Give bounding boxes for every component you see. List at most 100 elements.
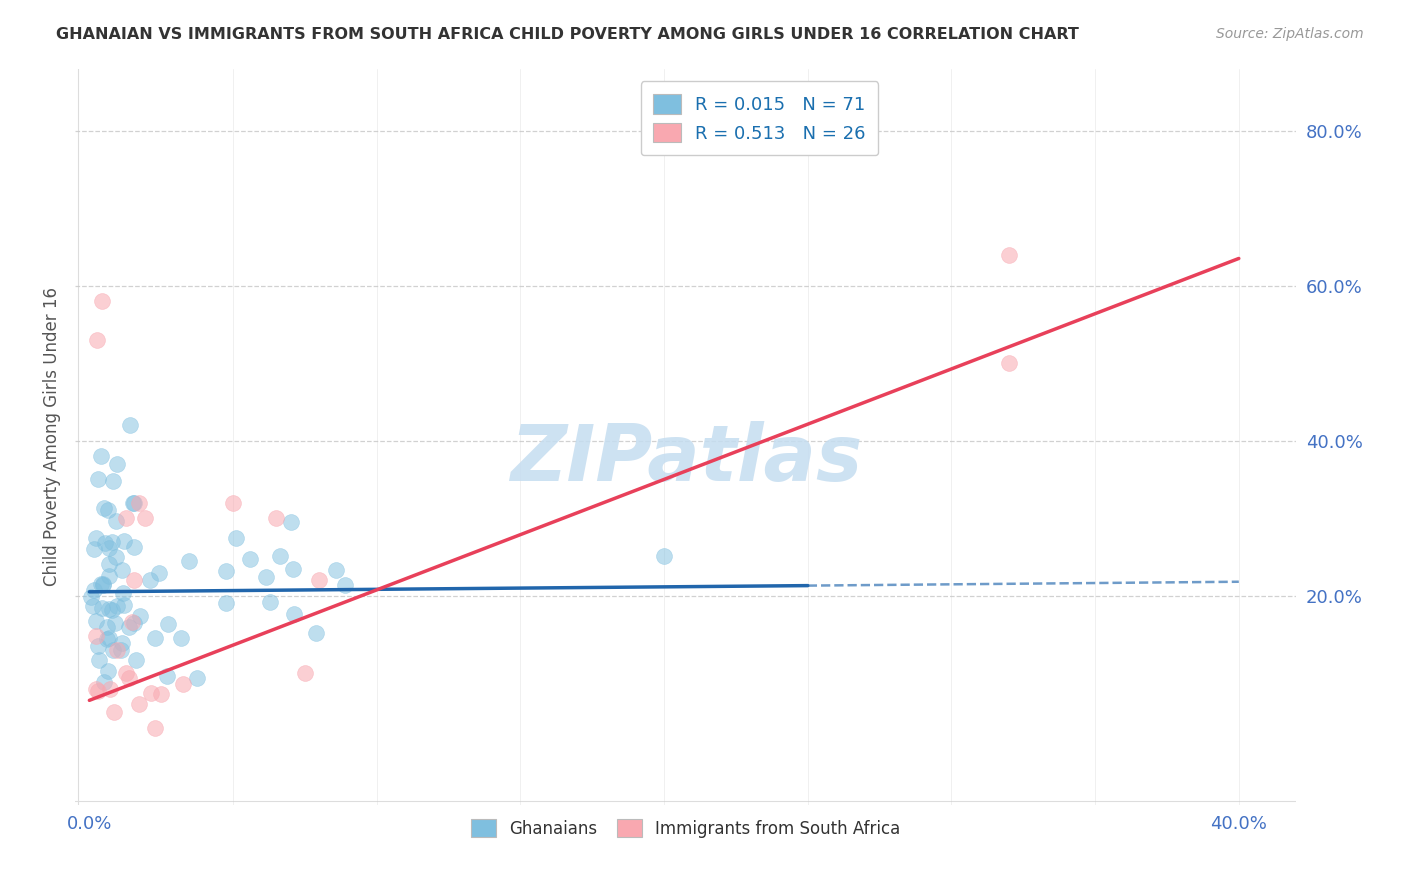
Point — [998, 356, 1021, 370]
Point — [87, 639, 110, 653]
Point — [93, 675, 115, 690]
Point — [91, 601, 114, 615]
Point — [105, 643, 128, 657]
Point — [98, 541, 121, 555]
Point — [114, 511, 136, 525]
Point — [89, 653, 111, 667]
Point — [122, 496, 145, 510]
Point — [84, 614, 107, 628]
Point — [84, 681, 107, 696]
Point — [103, 705, 125, 719]
Point — [333, 578, 356, 592]
Point — [118, 620, 141, 634]
Point — [83, 541, 105, 556]
Point — [134, 511, 156, 525]
Y-axis label: Child Poverty Among Girls Under 16: Child Poverty Among Girls Under 16 — [44, 287, 60, 586]
Point — [149, 687, 172, 701]
Point — [101, 535, 124, 549]
Point — [304, 626, 326, 640]
Point — [96, 632, 118, 646]
Point — [325, 563, 347, 577]
Point — [115, 666, 138, 681]
Point — [143, 631, 166, 645]
Text: ZIPatlas: ZIPatlas — [509, 421, 862, 497]
Point — [83, 583, 105, 598]
Point — [101, 643, 124, 657]
Text: Source: ZipAtlas.com: Source: ZipAtlas.com — [1216, 27, 1364, 41]
Point — [254, 570, 277, 584]
Point — [998, 247, 1021, 261]
Point — [97, 568, 120, 582]
Point — [148, 566, 170, 581]
Point — [98, 681, 121, 696]
Point — [215, 596, 238, 610]
Point — [157, 616, 180, 631]
Point — [94, 535, 117, 549]
Point — [294, 666, 316, 681]
Point — [80, 590, 103, 604]
Point — [97, 558, 120, 572]
Point — [87, 472, 110, 486]
Point — [97, 503, 120, 517]
Point — [225, 531, 247, 545]
Point — [118, 671, 141, 685]
Point — [155, 669, 177, 683]
Point — [86, 531, 108, 545]
Point — [87, 684, 110, 698]
Point — [222, 496, 245, 510]
Point — [104, 514, 127, 528]
Point — [91, 578, 114, 592]
Point — [308, 573, 330, 587]
Point — [121, 615, 143, 630]
Point — [139, 686, 162, 700]
Point — [170, 631, 193, 645]
Point — [281, 562, 304, 576]
Point — [97, 664, 120, 678]
Point — [111, 636, 134, 650]
Legend: Ghanaians, Immigrants from South Africa: Ghanaians, Immigrants from South Africa — [464, 813, 907, 845]
Point — [98, 602, 121, 616]
Point — [112, 598, 135, 612]
Point — [128, 697, 150, 711]
Point — [239, 552, 262, 566]
Point — [186, 671, 208, 685]
Point — [90, 294, 112, 309]
Point — [259, 595, 281, 609]
Point — [105, 457, 128, 471]
Point — [139, 573, 162, 587]
Point — [110, 643, 132, 657]
Point — [82, 599, 104, 613]
Point — [283, 607, 305, 622]
Point — [104, 550, 127, 565]
Point — [124, 653, 146, 667]
Point — [120, 418, 142, 433]
Point — [90, 449, 112, 463]
Point — [172, 677, 194, 691]
Point — [104, 615, 127, 630]
Point — [128, 608, 150, 623]
Point — [103, 474, 125, 488]
Point — [112, 534, 135, 549]
Point — [128, 496, 150, 510]
Point — [280, 515, 302, 529]
Text: GHANAIAN VS IMMIGRANTS FROM SOUTH AFRICA CHILD POVERTY AMONG GIRLS UNDER 16 CORR: GHANAIAN VS IMMIGRANTS FROM SOUTH AFRICA… — [56, 27, 1080, 42]
Point — [122, 573, 145, 587]
Point — [86, 629, 108, 643]
Point — [97, 631, 120, 645]
Point — [90, 577, 112, 591]
Point — [269, 549, 291, 563]
Point — [122, 495, 145, 509]
Point — [105, 599, 128, 613]
Point — [264, 511, 287, 525]
Point — [91, 577, 114, 591]
Point — [177, 554, 200, 568]
Point — [124, 540, 146, 554]
Point — [214, 564, 236, 578]
Point — [86, 333, 108, 347]
Point — [652, 549, 675, 564]
Point — [96, 620, 118, 634]
Point — [93, 501, 115, 516]
Point — [111, 563, 134, 577]
Point — [112, 585, 135, 599]
Point — [122, 615, 145, 630]
